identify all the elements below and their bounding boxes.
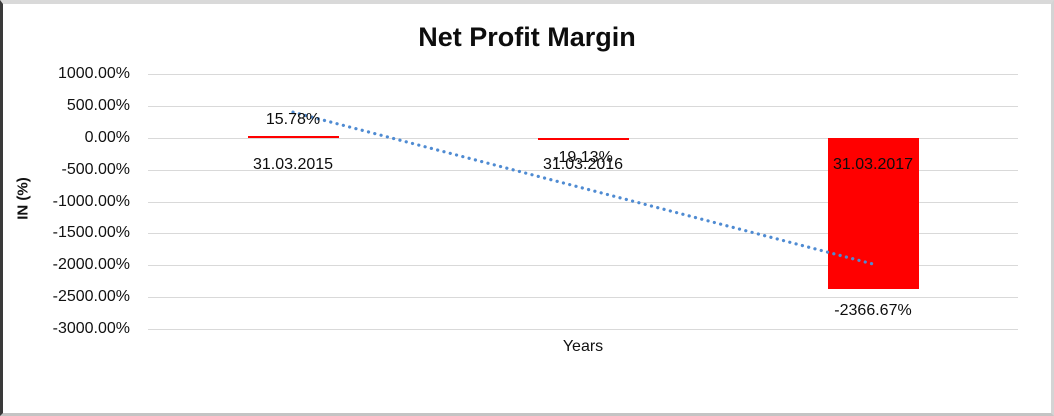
y-tick-label: -2000.00% — [52, 256, 130, 273]
data-label: 15.78% — [265, 111, 321, 128]
gridline — [148, 106, 1018, 107]
category-label: 31.03.2016 — [542, 156, 624, 173]
category-label: 31.03.2017 — [832, 156, 914, 173]
y-tick-label: -500.00% — [61, 161, 131, 178]
bar-31.03.2015 — [248, 136, 339, 138]
data-label: -2366.67% — [834, 302, 912, 319]
y-tick-label: -2500.00% — [52, 288, 130, 305]
y-tick-label: 500.00% — [66, 97, 130, 114]
gridline — [148, 74, 1018, 75]
gridline — [148, 329, 1018, 330]
y-tick-label: 1000.00% — [57, 65, 130, 82]
x-axis-title: Years — [562, 338, 604, 355]
y-tick-label: 0.00% — [84, 129, 130, 146]
data-label: -19.13% — [553, 149, 613, 166]
y-tick-label: -1000.00% — [52, 193, 130, 210]
bar-31.03.2016 — [538, 138, 629, 140]
y-tick-label: -1500.00% — [52, 224, 130, 241]
chart-title: Net Profit Margin — [418, 22, 636, 52]
chart-canvas: Net Profit Margin IN (%) 1000.00% 500.00%… — [3, 4, 1051, 413]
y-tick-label: -3000.00% — [52, 320, 130, 337]
category-label: 31.03.2015 — [252, 156, 334, 173]
gridline — [148, 297, 1018, 298]
